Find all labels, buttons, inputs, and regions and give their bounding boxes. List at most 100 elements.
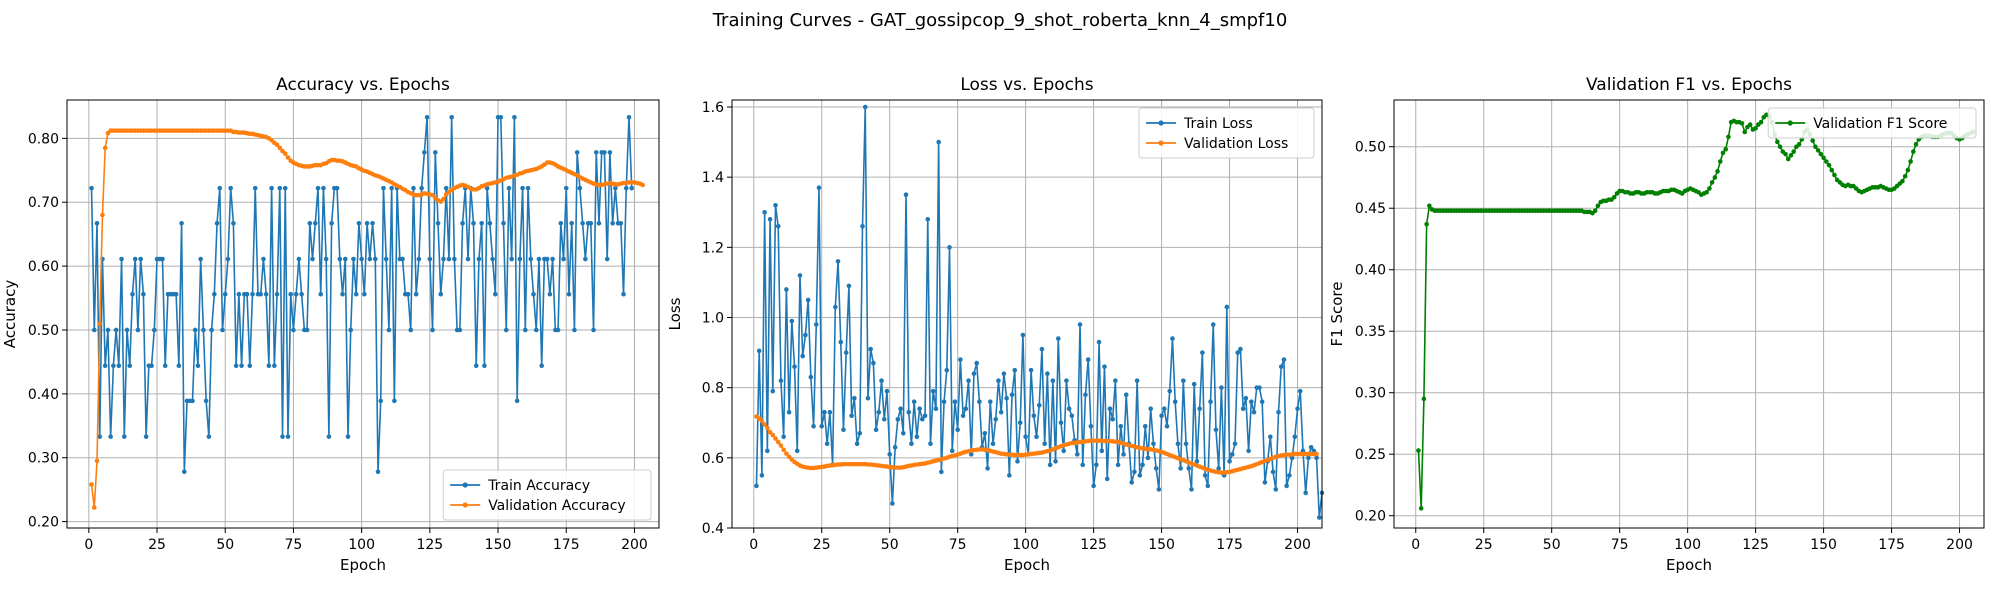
data-point bbox=[958, 357, 963, 362]
data-point bbox=[767, 216, 773, 222]
data-point bbox=[1278, 364, 1284, 369]
data-point bbox=[198, 256, 203, 262]
data-point bbox=[370, 220, 375, 226]
data-point bbox=[263, 291, 269, 297]
data-point bbox=[762, 209, 767, 215]
data-point bbox=[563, 185, 569, 191]
y-tick-label: 1.6 bbox=[702, 100, 724, 116]
data-point bbox=[132, 256, 138, 262]
data-point bbox=[1175, 441, 1181, 447]
data-point bbox=[479, 220, 484, 226]
data-point bbox=[405, 291, 411, 297]
data-point bbox=[873, 427, 879, 433]
data-point bbox=[1246, 448, 1251, 454]
data-point bbox=[449, 114, 454, 120]
data-point bbox=[1311, 448, 1317, 454]
data-point bbox=[501, 220, 506, 226]
series-line bbox=[1417, 113, 1974, 510]
data-point bbox=[195, 363, 201, 369]
data-point bbox=[192, 327, 198, 333]
data-point bbox=[490, 256, 495, 262]
data-point bbox=[233, 363, 239, 369]
data-point bbox=[939, 469, 944, 475]
data-point bbox=[225, 256, 231, 262]
data-point bbox=[1085, 357, 1091, 362]
data-point bbox=[152, 327, 157, 333]
data-point bbox=[274, 291, 280, 297]
data-point bbox=[906, 409, 912, 415]
data-point bbox=[1303, 490, 1308, 496]
y-tick-label: 0.20 bbox=[28, 515, 59, 531]
legend-marker bbox=[1158, 140, 1164, 146]
legend-box bbox=[442, 469, 652, 521]
data-point bbox=[1232, 441, 1238, 447]
data-point bbox=[1172, 399, 1178, 405]
data-point bbox=[121, 434, 127, 439]
data-point bbox=[203, 398, 209, 404]
data-point bbox=[372, 256, 378, 262]
legend: Train Loss Validation Loss bbox=[1138, 107, 1315, 159]
y-tick-label: 0.50 bbox=[28, 323, 59, 339]
data-point bbox=[1077, 322, 1083, 327]
data-point bbox=[792, 364, 797, 369]
data-point bbox=[770, 432, 776, 438]
data-point bbox=[506, 185, 512, 191]
data-point bbox=[920, 416, 925, 422]
data-point bbox=[116, 363, 122, 369]
data-point bbox=[113, 327, 119, 333]
data-point bbox=[876, 409, 882, 415]
data-point bbox=[1162, 406, 1167, 412]
data-point bbox=[1295, 406, 1300, 412]
data-point bbox=[206, 434, 212, 439]
data-point bbox=[1726, 134, 1731, 140]
data-point bbox=[949, 448, 955, 454]
data-point bbox=[613, 185, 618, 191]
data-point bbox=[299, 291, 304, 297]
chart-panel-1: 0 25 50 75 100 125 150 175 200 0.20 0.30 0.40 0.50 0.… bbox=[1, 75, 660, 574]
data-point bbox=[1416, 448, 1421, 453]
chart-title: Loss vs. Epochs bbox=[960, 75, 1093, 95]
data-point bbox=[1788, 153, 1794, 158]
data-point bbox=[841, 427, 846, 433]
data-point bbox=[291, 327, 296, 333]
data-point bbox=[100, 212, 105, 218]
data-point bbox=[427, 256, 433, 262]
data-point bbox=[411, 185, 416, 191]
data-point bbox=[334, 185, 340, 191]
data-point bbox=[881, 416, 887, 422]
data-point bbox=[1712, 175, 1718, 180]
data-point bbox=[550, 256, 555, 262]
x-tick-label: 150 bbox=[1810, 537, 1837, 553]
series-train-accuracy bbox=[89, 114, 635, 475]
data-point bbox=[430, 327, 435, 333]
data-point bbox=[966, 378, 971, 383]
data-point bbox=[933, 406, 939, 412]
data-point bbox=[1900, 178, 1905, 184]
data-point bbox=[1747, 122, 1753, 127]
data-point bbox=[623, 185, 629, 191]
data-point bbox=[1229, 452, 1235, 457]
data-point bbox=[89, 185, 94, 191]
data-point bbox=[348, 327, 354, 333]
data-point bbox=[392, 398, 397, 404]
data-point bbox=[936, 139, 941, 145]
data-point bbox=[111, 363, 116, 369]
data-point bbox=[610, 220, 615, 226]
data-point bbox=[1159, 413, 1164, 419]
x-tick-label: 125 bbox=[1080, 537, 1107, 553]
data-point bbox=[460, 220, 465, 226]
data-point bbox=[1306, 455, 1311, 461]
data-point bbox=[337, 256, 343, 262]
data-point bbox=[1824, 159, 1829, 164]
data-point bbox=[130, 291, 135, 297]
data-point bbox=[756, 348, 762, 354]
chart-title: Validation F1 vs. Epochs bbox=[1586, 75, 1792, 95]
data-point bbox=[833, 304, 838, 310]
data-point bbox=[1270, 469, 1276, 475]
data-point bbox=[960, 413, 966, 419]
data-point bbox=[272, 363, 277, 369]
data-point bbox=[558, 220, 564, 226]
data-point bbox=[220, 327, 225, 333]
data-point bbox=[987, 399, 993, 405]
data-point bbox=[222, 291, 228, 297]
